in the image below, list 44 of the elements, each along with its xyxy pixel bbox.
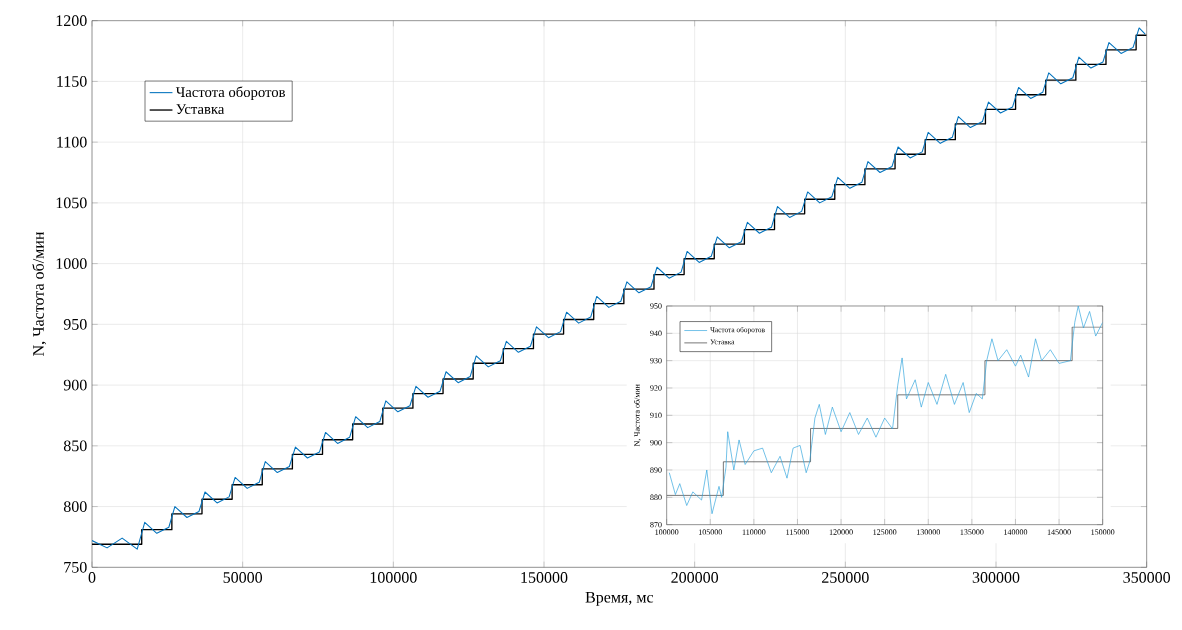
y-tick-label: 950	[650, 303, 662, 309]
x-tick-label: 50000	[223, 572, 263, 583]
x-tick-label: 250000	[822, 572, 869, 583]
y-tick-label: 890	[650, 467, 662, 473]
x-tick-label: 115000	[786, 529, 810, 535]
x-axis-title: Время, мс	[585, 591, 654, 606]
y-tick-label: 750	[64, 561, 87, 573]
y-tick-label: 900	[63, 379, 87, 391]
x-tick-label: 100000	[655, 529, 679, 535]
line-series	[668, 306, 1103, 515]
x-tick-label: 200000	[671, 572, 719, 583]
y-tick-label: 1100	[57, 136, 87, 148]
y-tick-label: 920	[650, 385, 662, 391]
y-axis-title: N, Частота об/мин	[32, 231, 47, 356]
y-tick-label: 800	[63, 501, 87, 512]
legend-label: Частота оборотов	[175, 86, 286, 101]
x-tick-label: 100000	[370, 572, 417, 583]
x-tick-label: 150000	[1091, 529, 1115, 535]
y-tick-label: 850	[63, 440, 87, 452]
y-tick-label: 1150	[57, 76, 87, 87]
y-tick-label: 950	[63, 318, 87, 330]
y-tick-label: 900	[650, 439, 662, 446]
x-tick-label: 145000	[1047, 529, 1071, 535]
y-tick-label: 1000	[56, 258, 87, 270]
x-tick-label: 350000	[1123, 572, 1171, 583]
y-tick-label: 1050	[56, 197, 87, 209]
x-tick-label: 0	[88, 572, 96, 583]
x-tick-label: 135000	[960, 529, 984, 535]
legend-label: Уставка	[176, 104, 225, 114]
y-tick-label: 880	[650, 494, 662, 501]
y-tick-label: 870	[650, 521, 662, 528]
y-tick-label: 910	[650, 412, 662, 419]
x-tick-label: 140000	[1004, 529, 1028, 535]
x-tick-label: 110000	[742, 529, 766, 535]
x-tick-label: 150000	[521, 572, 568, 583]
x-tick-label: 125000	[873, 529, 897, 535]
y-tick-label: 1200	[56, 15, 87, 27]
x-tick-label: 130000	[916, 529, 940, 535]
y-tick-label: 930	[650, 357, 662, 364]
x-tick-label: 300000	[972, 572, 1020, 583]
y-axis-title: N, Частота об/мин	[633, 384, 641, 447]
x-tick-label: 120000	[829, 529, 853, 535]
x-tick-label: 105000	[698, 529, 722, 535]
y-tick-label: 940	[650, 330, 662, 337]
